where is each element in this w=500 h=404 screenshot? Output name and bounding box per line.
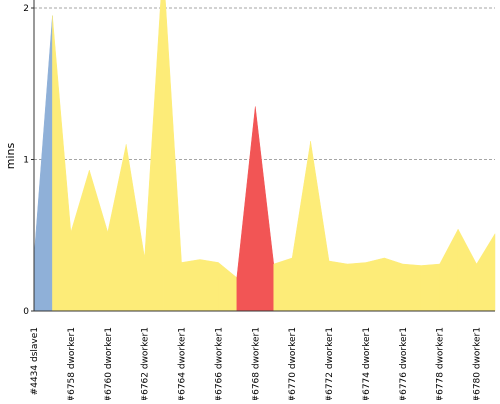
area-series (33, 0, 496, 312)
y-tick-label: 0 (23, 307, 29, 317)
area-segment-highlight (255, 106, 274, 312)
area-segment (52, 15, 72, 312)
area-segment (181, 259, 201, 312)
grid-lines (34, 7, 495, 160)
area-segment (347, 262, 367, 312)
x-tick-label: #6758 dworker1 (67, 327, 77, 400)
area-segment-highlight (236, 106, 256, 312)
area-segment (291, 141, 311, 312)
area-segment-first (33, 15, 53, 312)
area-segment (218, 261, 238, 312)
y-tick-labels: 0 1 2 (23, 4, 29, 317)
x-tick-label: #6780 dworker1 (473, 327, 483, 400)
x-tick-label: #6778 dworker1 (436, 327, 446, 400)
x-tick-label: #6772 dworker1 (325, 327, 335, 400)
area-segment (162, 0, 182, 312)
x-tick-label: #6776 dworker1 (399, 327, 409, 400)
area-segment (310, 141, 330, 312)
x-tick-label: #6762 dworker1 (141, 327, 151, 400)
area-segment (70, 170, 90, 312)
x-tick-label: #6768 dworker1 (251, 327, 261, 400)
area-segment (365, 257, 385, 312)
x-tick-labels: #4434 dslave1 #6758 dworker1 #6760 dworker… (30, 327, 483, 402)
area-segment (420, 263, 440, 312)
area-segment (328, 260, 348, 312)
area-segment (384, 257, 404, 312)
x-tick-label: #6774 dworker1 (362, 327, 372, 400)
x-tick-label: #6760 dworker1 (104, 327, 114, 400)
area-segment (107, 144, 127, 312)
y-tick-label: 1 (23, 156, 29, 166)
area-segment (199, 259, 219, 312)
area-segment (125, 144, 145, 312)
y-axis-label: mins (4, 142, 17, 169)
area-segment (144, 0, 164, 312)
x-tick-label: #4434 dslave1 (30, 327, 40, 395)
y-tick-label: 2 (23, 4, 29, 14)
area-segment (273, 257, 293, 312)
x-tick-label: #6766 dworker1 (214, 327, 224, 400)
area-segment (457, 229, 477, 312)
x-tick-label: #6770 dworker1 (288, 327, 298, 400)
area-segment (402, 263, 422, 312)
area-segment (439, 229, 459, 312)
area-segment (89, 170, 109, 312)
area-segment (476, 232, 496, 312)
axes (31, 0, 495, 312)
x-tick-label: #6764 dworker1 (178, 327, 188, 400)
